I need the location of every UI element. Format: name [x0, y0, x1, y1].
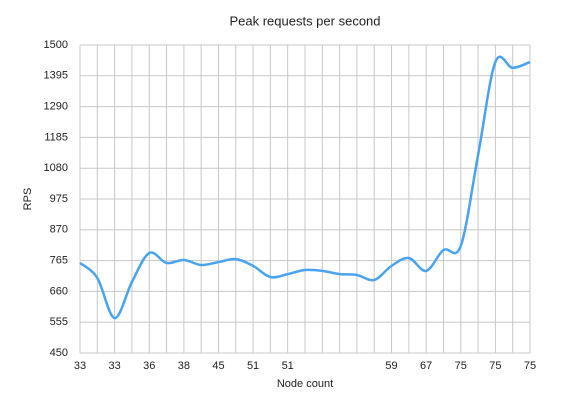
x-tick-label: 33	[108, 360, 120, 372]
y-tick-label: 1500	[44, 39, 68, 51]
x-tick-label: 45	[212, 360, 224, 372]
y-tick-label: 1185	[44, 131, 68, 143]
x-tick-label: 75	[455, 360, 467, 372]
x-tick-label: 33	[74, 360, 86, 372]
y-tick-label: 450	[50, 347, 68, 359]
x-axis-label: Node count	[277, 378, 333, 390]
x-tick-label: 51	[282, 360, 294, 372]
y-tick-label: 555	[50, 316, 68, 328]
y-tick-label: 765	[50, 255, 68, 267]
chart-title: Peak requests per second	[229, 13, 380, 28]
x-tick-label: 38	[178, 360, 190, 372]
y-axis-label: RPS	[22, 188, 34, 211]
y-tick-label: 1395	[44, 70, 68, 82]
y-tick-label: 660	[50, 285, 68, 297]
y-tick-label: 975	[50, 193, 68, 205]
y-tick-label: 870	[50, 224, 68, 236]
y-tick-label: 1080	[44, 162, 68, 174]
x-tick-label: 75	[524, 360, 536, 372]
x-tick-label: 59	[385, 360, 397, 372]
x-tick-label: 67	[420, 360, 432, 372]
x-tick-label: 75	[489, 360, 501, 372]
y-tick-label: 1290	[44, 101, 68, 113]
x-tick-label: 51	[247, 360, 259, 372]
x-tick-label: 36	[143, 360, 155, 372]
data-line	[79, 55, 531, 320]
